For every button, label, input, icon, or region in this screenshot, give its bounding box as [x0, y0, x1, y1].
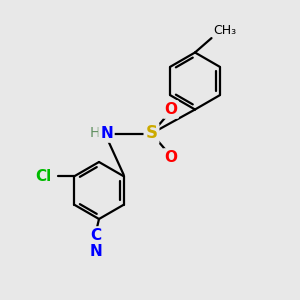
Text: S: S [146, 124, 158, 142]
Text: O: O [164, 150, 177, 165]
Text: CH₃: CH₃ [213, 24, 236, 37]
Text: N: N [90, 244, 102, 260]
Text: Cl: Cl [36, 169, 52, 184]
Text: O: O [164, 102, 177, 117]
Text: H: H [90, 126, 100, 140]
Text: C: C [90, 228, 102, 243]
Text: N: N [100, 126, 113, 141]
